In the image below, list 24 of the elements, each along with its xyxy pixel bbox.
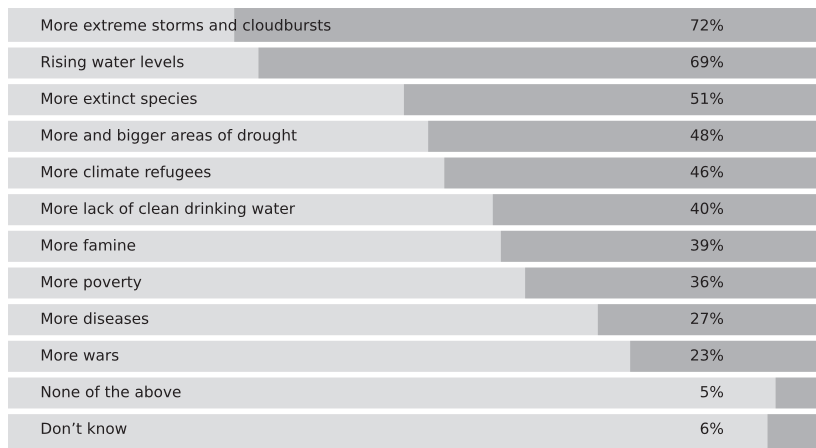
- y-tick-label: More climate refugees: [42, 166, 211, 180]
- data-label: 39%: [691, 239, 724, 251]
- data-label: 72%: [691, 19, 724, 31]
- y-tick-label: More extinct species: [42, 92, 197, 108]
- y-tick-label: Rising water levels: [42, 56, 184, 70]
- y-tick-label: More poverty: [42, 276, 142, 290]
- data-label: 23%: [691, 349, 724, 361]
- data-label: 27%: [691, 312, 724, 324]
- data-label: 36%: [691, 276, 724, 288]
- y-tick-label: None of the above: [42, 386, 181, 398]
- data-label: 48%: [690, 129, 724, 141]
- y-tick-label: More extreme storms and cloudbursts: [42, 18, 330, 31]
- y-tick-label: More diseases: [42, 312, 148, 324]
- y-tick-label: More lack of clean drinking water: [42, 202, 296, 218]
- y-tick-label: More famine: [42, 238, 136, 251]
- data-label: 69%: [691, 56, 724, 68]
- data-label: 40%: [690, 202, 724, 214]
- y-tick-label: More wars: [42, 349, 118, 361]
- data-label: 5%: [700, 386, 724, 398]
- data-label: 46%: [690, 166, 724, 178]
- y-tick-label: Don’t know: [42, 422, 127, 434]
- data-label: 6%: [700, 422, 724, 434]
- data-label: 51%: [691, 92, 724, 104]
- y-tick-label: More and bigger areas of drought: [42, 128, 297, 144]
